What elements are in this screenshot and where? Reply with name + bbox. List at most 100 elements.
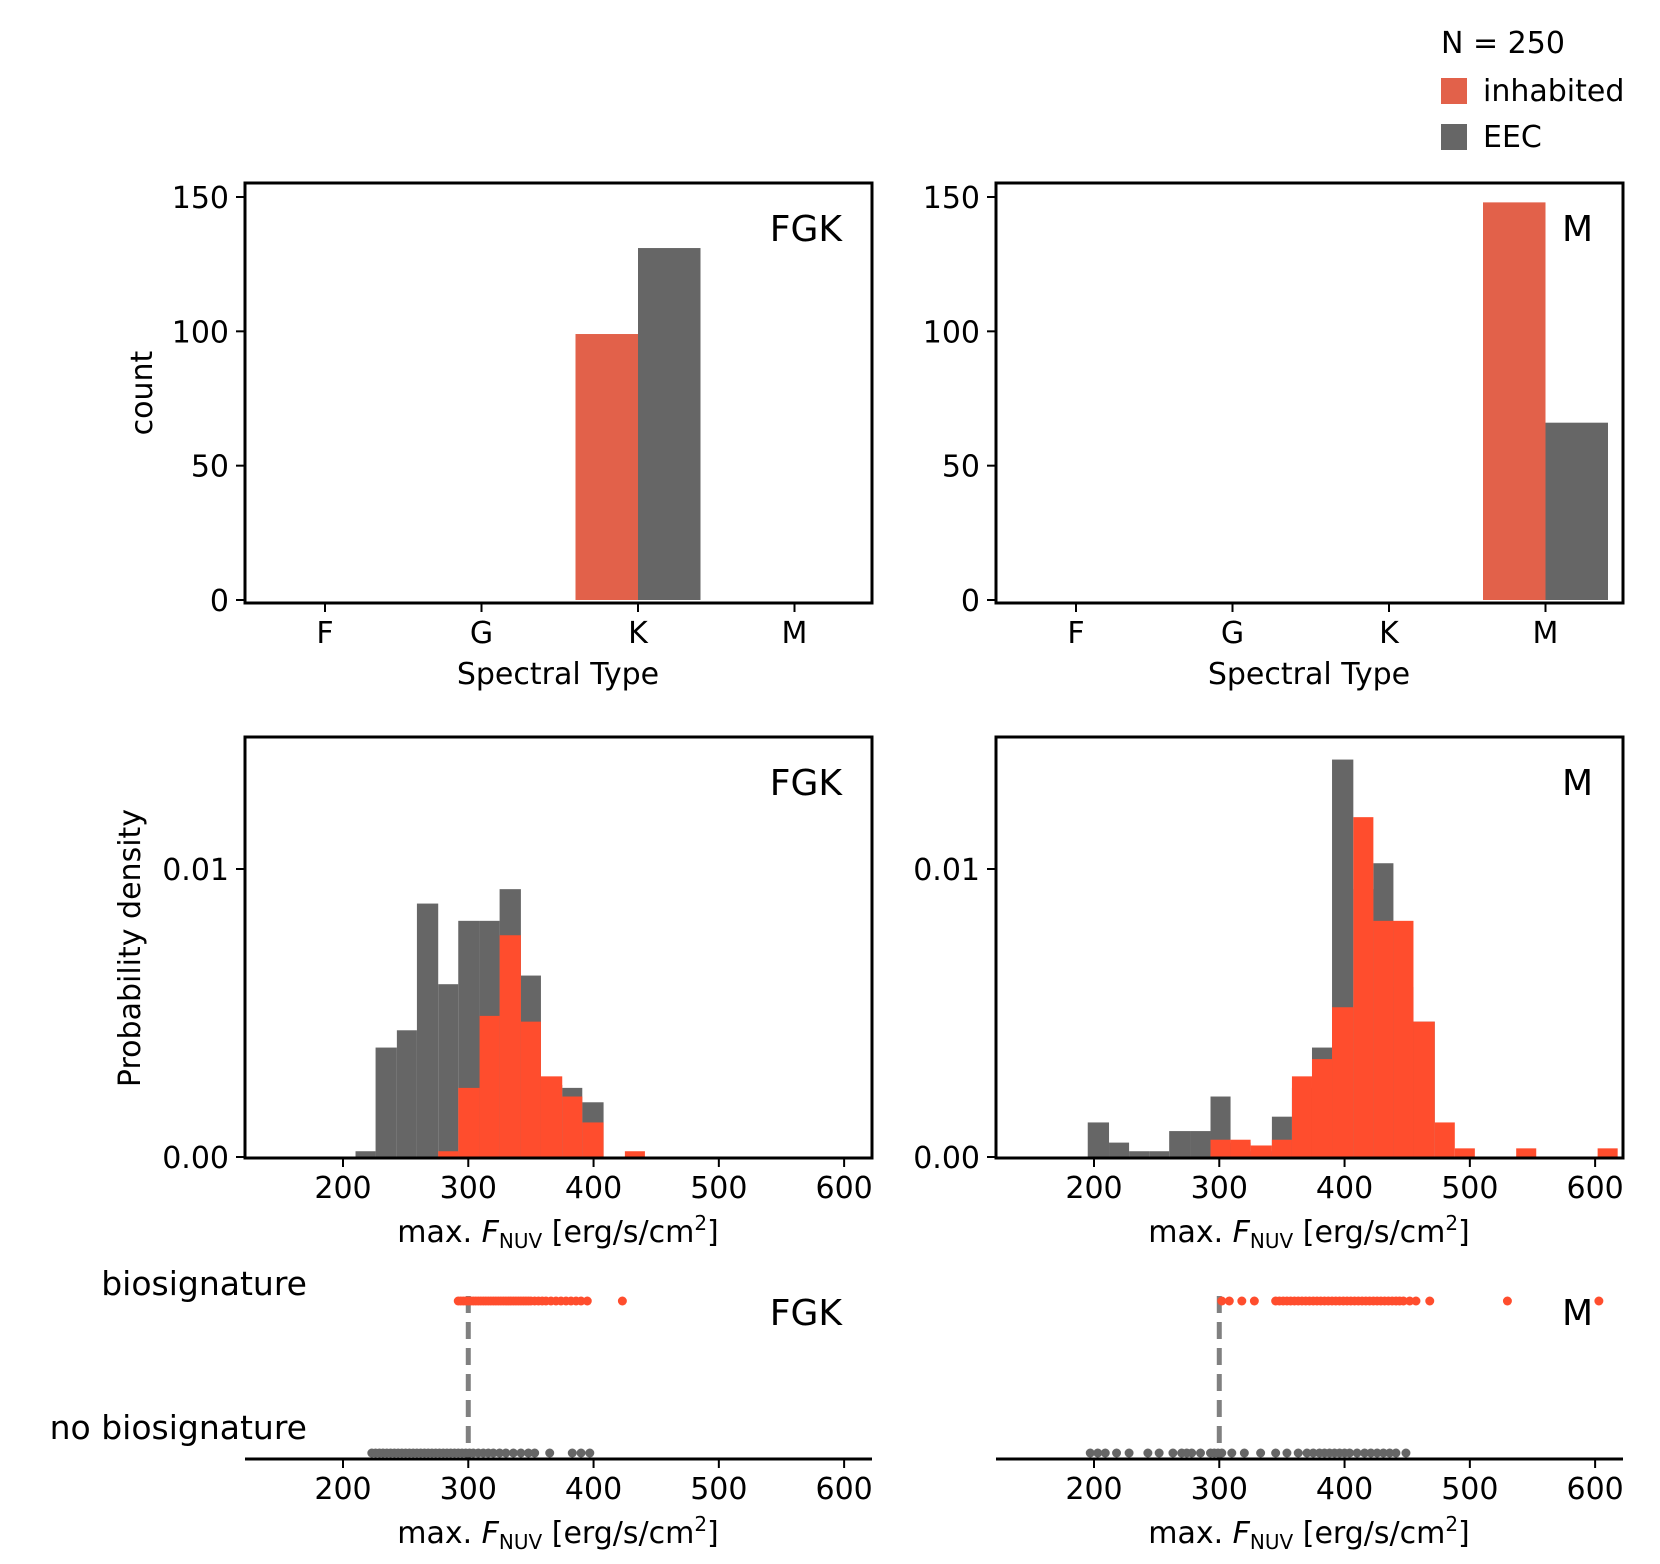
y-tick-label: 100 <box>923 315 980 350</box>
point-biosignature <box>1217 1296 1227 1306</box>
legend-label-inhabited: inhabited <box>1483 74 1624 109</box>
point-no-biosignature <box>508 1448 518 1458</box>
bar-eec-K <box>638 248 701 600</box>
hist-bar-eec <box>438 984 459 1157</box>
point-no-biosignature <box>1271 1448 1281 1458</box>
y-tick-label: 0.01 <box>162 853 229 888</box>
point-no-biosignature <box>1378 1448 1388 1458</box>
x-tick-label: G <box>1221 616 1244 651</box>
x-axis-label: Spectral Type <box>1208 657 1410 692</box>
panel-fgk-hist: 200 300 400 500 600 0.00 0.01 FGK max. FNUV [e… <box>113 735 874 1253</box>
legend-label-eec: EEC <box>1483 120 1542 155</box>
y-axis-label: count <box>125 350 160 435</box>
hist-bar-inhabited <box>1454 1148 1475 1157</box>
x-tick-label: 600 <box>1566 1472 1623 1507</box>
x-tick-label: 600 <box>1566 1171 1623 1206</box>
legend-title: N = 250 <box>1441 26 1565 61</box>
point-no-biosignature <box>1391 1448 1401 1458</box>
point-no-biosignature <box>1227 1448 1237 1458</box>
x-tick-label: 300 <box>1191 1171 1248 1206</box>
point-no-biosignature <box>1195 1448 1205 1458</box>
x-tick-label: 200 <box>1065 1472 1122 1507</box>
hist-bar-inhabited <box>1210 1139 1231 1157</box>
point-no-biosignature <box>1345 1448 1355 1458</box>
hist-bar-inhabited <box>499 935 521 1157</box>
point-no-biosignature <box>523 1448 533 1458</box>
point-no-biosignature <box>1308 1448 1318 1458</box>
axes-frame <box>243 735 874 1160</box>
x-tick-label: M <box>1533 616 1559 651</box>
y-tick-label: 150 <box>172 181 229 216</box>
legend: N = 250 inhabited EEC <box>1441 26 1624 155</box>
x-tick-label: 500 <box>690 1472 747 1507</box>
panel-label: FGK <box>770 763 844 804</box>
y-tick-label: 0.00 <box>913 1141 980 1176</box>
x-axis-label: max. FNUV [erg/s/cm2] <box>1148 1211 1470 1253</box>
panel-label: M <box>1562 763 1593 804</box>
x-tick-label: 300 <box>440 1171 497 1206</box>
point-biosignature <box>1405 1296 1415 1306</box>
legend-swatch-inhabited <box>1441 78 1467 104</box>
hist-bar-inhabited <box>1271 1139 1292 1157</box>
point-biosignature <box>1224 1296 1234 1306</box>
hist-bar-inhabited <box>1353 817 1374 1157</box>
point-no-biosignature <box>1293 1448 1303 1458</box>
x-tick-label: 300 <box>1191 1472 1248 1507</box>
x-axis-label: Spectral Type <box>457 657 659 692</box>
x-tick-label: 600 <box>815 1171 872 1206</box>
hist-bar-eec <box>416 903 439 1157</box>
hist-bar-inhabited <box>520 1021 541 1157</box>
category-label-no-biosignature: no biosignature <box>50 1408 307 1447</box>
point-no-biosignature <box>1366 1448 1376 1458</box>
bar-inhabited-M <box>1483 202 1546 600</box>
x-tick-label: M <box>782 616 808 651</box>
point-biosignature <box>1411 1296 1421 1306</box>
hist-bar-eec <box>375 1047 397 1157</box>
bar-inhabited-K <box>575 334 638 600</box>
hist-bar-inhabited <box>1393 920 1414 1157</box>
point-no-biosignature <box>1360 1448 1370 1458</box>
point-biosignature <box>1594 1296 1604 1306</box>
x-tick-label: K <box>1379 616 1400 651</box>
point-no-biosignature <box>1085 1448 1095 1458</box>
x-tick-label: K <box>628 616 649 651</box>
panel-fgk-strip: 200 300 400 500 600 biosignature no biosigna… <box>50 1264 873 1554</box>
hist-bar-inhabited <box>458 1087 480 1157</box>
point-no-biosignature <box>1100 1448 1110 1458</box>
y-axis-label: Probability density <box>113 809 148 1087</box>
hist-bar-eec <box>1129 1151 1150 1157</box>
y-tick-label: 0 <box>961 584 980 619</box>
point-no-biosignature <box>1385 1448 1395 1458</box>
point-no-biosignature <box>1093 1448 1103 1458</box>
point-no-biosignature <box>576 1448 586 1458</box>
point-biosignature <box>617 1296 627 1306</box>
y-tick-label: 150 <box>923 181 980 216</box>
y-tick-label: 0.01 <box>913 853 980 888</box>
panel-label: M <box>1562 209 1593 250</box>
hist-bar-inhabited <box>1516 1148 1537 1157</box>
x-tick-label: F <box>1067 616 1084 651</box>
point-biosignature <box>1398 1296 1408 1306</box>
hist-bar-eec <box>1149 1151 1170 1157</box>
point-no-biosignature <box>1282 1448 1292 1458</box>
hist-bar-inhabited <box>1434 1122 1455 1157</box>
x-tick-label: 600 <box>815 1472 872 1507</box>
point-no-biosignature <box>530 1448 540 1458</box>
axes-frame <box>994 735 1625 1160</box>
point-no-biosignature <box>585 1448 595 1458</box>
point-no-biosignature <box>1187 1448 1197 1458</box>
x-tick-label: F <box>316 616 333 651</box>
hist-bar-eec <box>1169 1131 1191 1157</box>
point-biosignature <box>582 1296 592 1306</box>
x-tick-label: 400 <box>1316 1472 1373 1507</box>
hist-bar-inhabited <box>438 1151 459 1157</box>
hist-bar-inhabited <box>1230 1139 1251 1157</box>
panel-m-count: F G K M 0 50 100 150 M Spectral Type <box>923 181 1625 692</box>
point-no-biosignature <box>1154 1448 1164 1458</box>
x-axis-label: max. FNUV [erg/s/cm2] <box>397 1211 719 1253</box>
hist-bar-inhabited <box>1413 1021 1435 1157</box>
panel-m-strip: 200 300 400 500 600 M max. FNUV [erg/s/cm2] <box>996 1293 1624 1554</box>
point-no-biosignature <box>1302 1448 1312 1458</box>
